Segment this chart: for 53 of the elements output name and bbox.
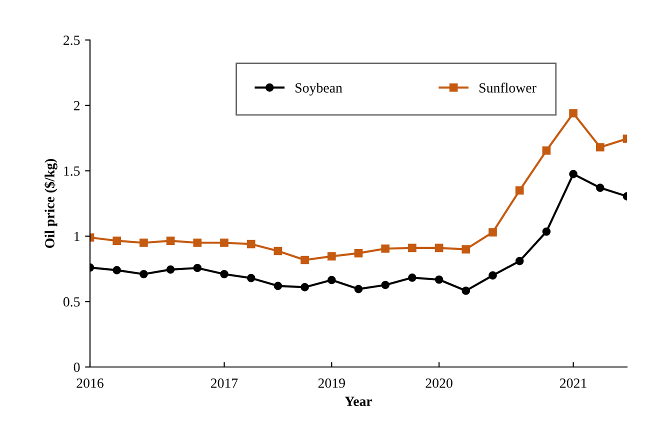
legend-label: Soybean [296, 82, 342, 96]
y-tick-label: 1.5 [64, 166, 80, 176]
point [246, 274, 256, 282]
legend-label: Sunflower [480, 82, 536, 93]
x-tick-label: 2019 [318, 378, 345, 388]
point [140, 238, 148, 247]
point [381, 280, 390, 290]
point [488, 228, 497, 236]
point [434, 275, 444, 284]
point [112, 236, 122, 245]
y-tick-label: 2 [74, 101, 80, 110]
point [596, 143, 604, 152]
y-tick-label: 1 [74, 232, 80, 242]
point [327, 276, 336, 284]
point [140, 270, 148, 278]
x-tick-label: 2020 [426, 378, 452, 388]
point [354, 284, 363, 294]
x-axis-title: Year [344, 396, 372, 406]
point [300, 283, 309, 292]
point [166, 265, 175, 274]
point [569, 170, 578, 178]
point [408, 244, 416, 252]
point [166, 236, 175, 245]
y-axis-title: Oil price ($/kg) [44, 158, 58, 248]
point [193, 264, 202, 272]
point [381, 244, 390, 253]
x-tick-label: 2016 [76, 378, 104, 388]
point [596, 184, 604, 192]
point [515, 186, 524, 195]
point [542, 227, 551, 236]
point [220, 238, 228, 247]
point [274, 282, 282, 290]
point [193, 238, 202, 247]
point [569, 109, 578, 118]
point [112, 266, 122, 274]
y-tick-label: 0 [74, 362, 80, 372]
point [327, 252, 336, 261]
x-tick-label: 2021 [560, 378, 586, 388]
point [246, 240, 256, 248]
point [408, 273, 416, 282]
point [542, 146, 551, 155]
point [515, 256, 524, 266]
x-tick-label: 2017 [210, 378, 238, 388]
point [434, 244, 444, 252]
point [488, 271, 497, 280]
point [220, 270, 228, 278]
point [354, 249, 363, 258]
point [462, 286, 470, 295]
point [462, 245, 470, 254]
point [274, 246, 282, 256]
y-tick-label: 2.5 [64, 36, 80, 46]
point [300, 256, 309, 264]
y-tick-label: 0.5 [63, 297, 80, 307]
